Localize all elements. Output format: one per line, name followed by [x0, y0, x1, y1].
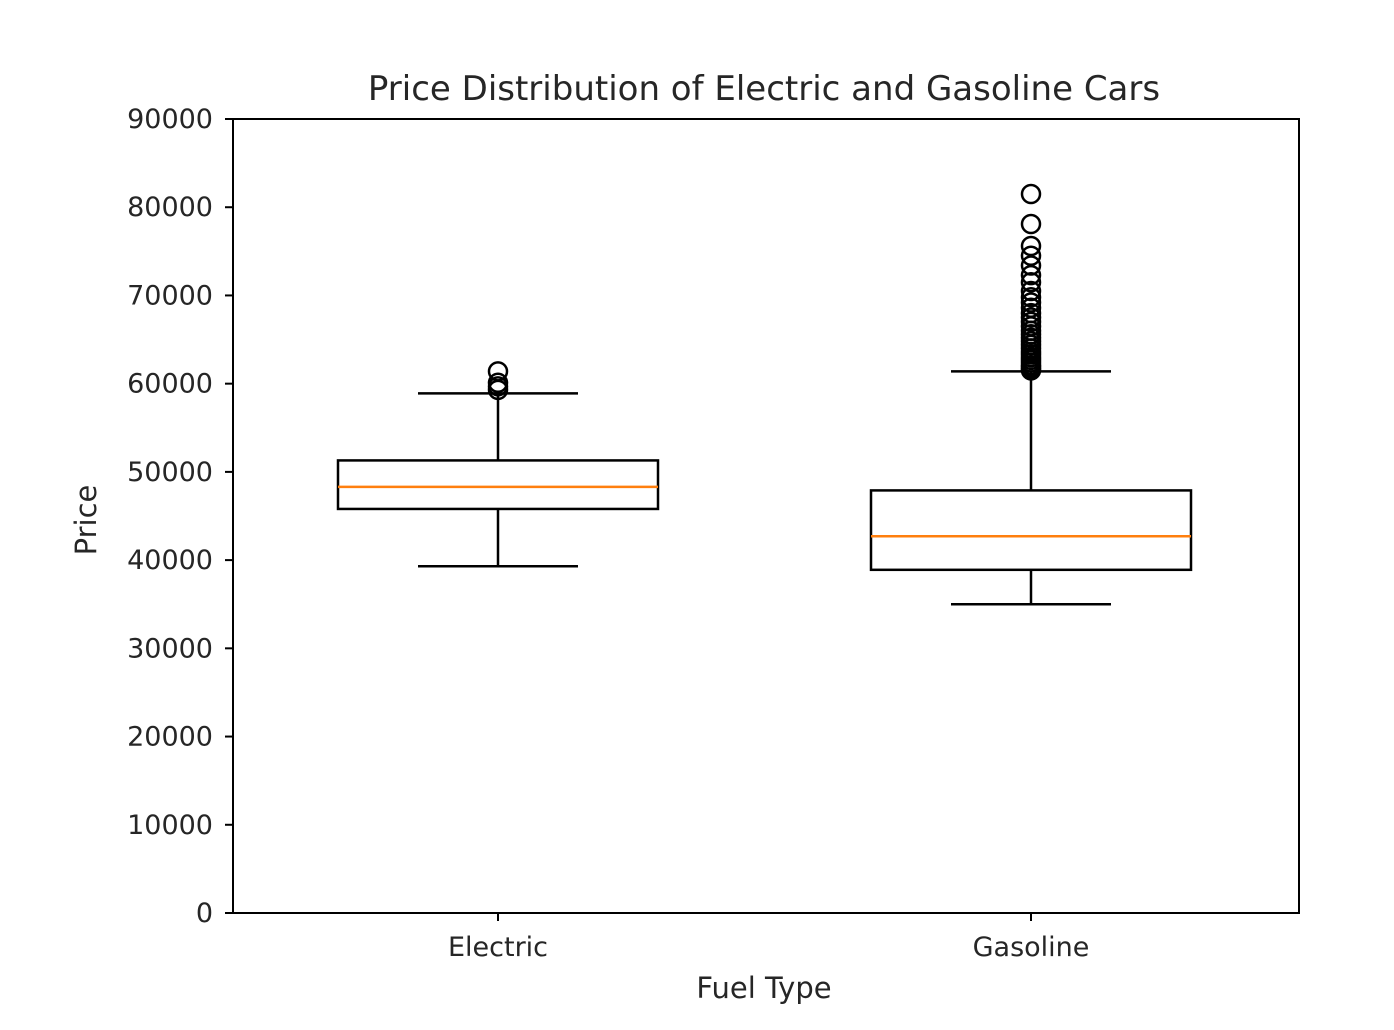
- y-tick-label: 0: [196, 898, 213, 929]
- outlier-point: [1020, 255, 1042, 276]
- y-axis: 0 10000 20000 30000 40000 50000 60000 70000 8000…: [127, 104, 233, 929]
- outlier-point: [1020, 183, 1042, 205]
- x-axis: Electric Gasoline: [448, 913, 1089, 963]
- chart-title: Price Distribution of Electric and Gasol…: [368, 69, 1160, 109]
- x-tick-label: Electric: [448, 932, 548, 963]
- outlier-point: [1020, 292, 1042, 313]
- box-plot-series: [336, 183, 1193, 606]
- plot-area-frame: [232, 118, 1300, 914]
- y-tick-label: 80000: [127, 192, 213, 223]
- outlier-point: [1020, 280, 1042, 302]
- outlier-point: [1020, 213, 1042, 235]
- outlier-point: [1020, 264, 1042, 286]
- outlier-point: [487, 361, 509, 382]
- y-tick-label: 50000: [127, 457, 213, 488]
- y-tick-label: 60000: [127, 369, 213, 400]
- y-tick-label: 30000: [127, 633, 213, 664]
- outlier-point: [1020, 245, 1042, 266]
- y-axis-label: Price: [69, 485, 103, 556]
- interquartile-box: [869, 489, 1193, 572]
- y-tick-label: 20000: [127, 722, 213, 753]
- box-electric: [336, 361, 660, 568]
- outlier-point: [1020, 286, 1042, 308]
- outlier-point: [487, 372, 509, 394]
- outlier-point: [1020, 302, 1042, 324]
- y-tick-label: 90000: [127, 104, 213, 135]
- x-axis-label: Fuel Type: [696, 971, 831, 1005]
- outlier-point: [1020, 235, 1042, 257]
- y-tick-label: 40000: [127, 545, 213, 576]
- y-tick-label: 10000: [127, 810, 213, 841]
- x-tick-label: Gasoline: [973, 932, 1090, 963]
- interquartile-box: [336, 459, 660, 511]
- box-gasoline: [869, 183, 1193, 606]
- y-tick-label: 70000: [127, 280, 213, 311]
